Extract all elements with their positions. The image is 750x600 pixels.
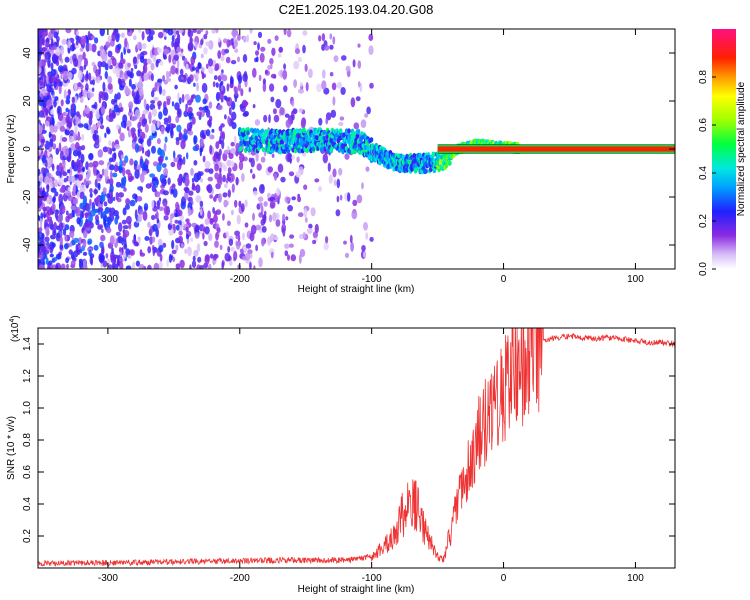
x-tick-label: -200 — [230, 274, 250, 285]
y-tick-label: 0.8 — [22, 433, 33, 447]
colorbar-tick-label: 0.0 — [698, 262, 709, 276]
y-tick-label: 0.2 — [22, 529, 33, 543]
spectrogram-heatmap — [38, 29, 675, 269]
colorbar-tick-label: 0.4 — [698, 166, 709, 180]
y-tick-label: 0.4 — [22, 497, 33, 511]
y-tick-label: 40 — [22, 47, 33, 59]
y-tick-label: 1.0 — [22, 401, 33, 415]
colorbar-tick-label: 0.2 — [698, 214, 709, 228]
snr-y-ticks: 0.2 0.4 0.6 0.8 1.0 1.2 1.4 — [22, 337, 675, 543]
x-tick-label: 100 — [627, 573, 644, 584]
snr-panel: -300 -200 -100 0 100 0.2 0.4 0.6 0.8 1.0 1.2 1.4 H… — [6, 315, 676, 595]
spectrogram-x-ticks: -300 -200 -100 0 100 — [98, 29, 644, 285]
y-tick-label: 1.2 — [22, 369, 33, 383]
colorbar: 0.0 0.2 0.4 0.6 0.8 Normalized spectral ampl… — [698, 29, 747, 276]
colorbar-ticks: 0.0 0.2 0.4 0.6 0.8 — [698, 70, 716, 276]
spectrogram-y-label: Frequency (Hz) — [6, 115, 17, 184]
y-tick-label: -40 — [22, 237, 33, 252]
x-tick-label: -300 — [98, 274, 118, 285]
spectrogram-y-ticks: -40 -20 0 20 40 — [22, 47, 675, 252]
x-tick-label: -100 — [362, 573, 382, 584]
snr-x-label: Height of straight line (km) — [298, 584, 415, 595]
y-tick-label: 1.4 — [22, 337, 33, 351]
colorbar-gradient — [712, 29, 736, 269]
y-tick-label: 0.6 — [22, 465, 33, 479]
y-tick-label: 0 — [22, 146, 33, 152]
chart-title: C2E1.2025.193.04.20.G08 — [279, 2, 434, 17]
x-tick-label: -100 — [362, 274, 382, 285]
colorbar-tick-label: 0.6 — [698, 118, 709, 132]
x-tick-label: 0 — [501, 274, 507, 285]
y-tick-label: -20 — [22, 189, 33, 204]
x-tick-label: 0 — [501, 573, 507, 584]
snr-y-multiplier: (x104) — [9, 315, 21, 342]
x-tick-label: 100 — [627, 274, 644, 285]
x-tick-label: -300 — [98, 573, 118, 584]
y-tick-label: 20 — [22, 95, 33, 107]
colorbar-tick-label: 0.8 — [698, 70, 709, 84]
snr-x-ticks: -300 -200 -100 0 100 — [98, 328, 644, 584]
snr-frame — [37, 327, 676, 569]
colorbar-label: Normalized spectral amplitude — [736, 81, 747, 216]
snr-y-label: SNR (10 * v/v) — [6, 416, 17, 480]
x-tick-label: -200 — [230, 573, 250, 584]
spectrogram-x-label: Height of straight line (km) — [298, 284, 415, 295]
snr-series-line — [38, 328, 675, 567]
